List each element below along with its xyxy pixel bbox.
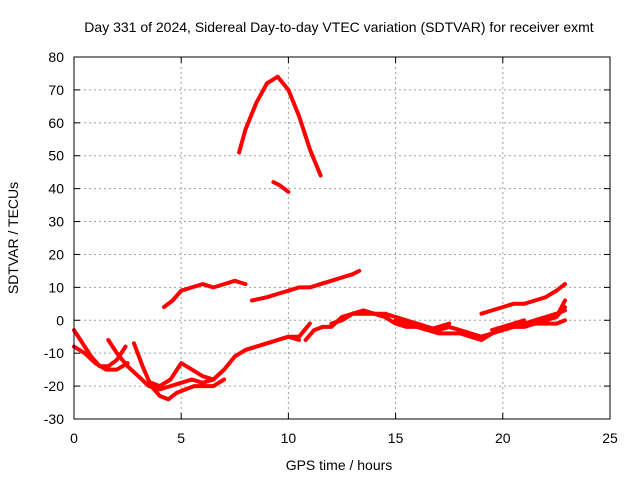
x-axis-title: GPS time / hours xyxy=(286,457,393,473)
series-arc-h xyxy=(106,338,216,392)
series-arc-a xyxy=(237,74,323,178)
y-tick-label: 70 xyxy=(48,82,64,98)
series-arc-e xyxy=(479,282,567,316)
y-tick-label: 80 xyxy=(48,49,64,65)
x-tick-label: 25 xyxy=(602,430,618,446)
y-tick-label: 30 xyxy=(48,214,64,230)
series-arc-d xyxy=(250,268,362,303)
y-tick-label: 60 xyxy=(48,115,64,131)
y-tick-label: 50 xyxy=(48,148,64,164)
data-series xyxy=(72,74,567,402)
y-tick-label: 10 xyxy=(48,279,64,295)
y-tick-label: 0 xyxy=(56,312,64,328)
x-tick-label: 15 xyxy=(388,430,404,446)
series-arc-j xyxy=(149,361,216,389)
x-tick-label: 0 xyxy=(70,430,78,446)
y-tick-label: -30 xyxy=(44,411,64,427)
axis-ticks xyxy=(73,56,611,420)
x-tick-label: 10 xyxy=(281,430,297,446)
chart-title: Day 331 of 2024, Sidereal Day-to-day VTE… xyxy=(84,19,593,35)
series-arc-l xyxy=(243,321,312,352)
y-tick-label: -20 xyxy=(44,378,64,394)
series-arc-b xyxy=(271,180,291,194)
series-arc-c xyxy=(162,278,248,310)
y-tick-label: 40 xyxy=(48,181,64,197)
series-arc-p xyxy=(415,321,505,339)
y-tick-label: 20 xyxy=(48,246,64,262)
series-arc-i xyxy=(132,341,227,402)
plot-frame xyxy=(73,56,611,420)
y-axis-title: SDTVAR / TECUs xyxy=(5,182,21,294)
y-tick-label: -10 xyxy=(44,345,64,361)
grid xyxy=(74,57,610,419)
x-tick-label: 5 xyxy=(177,430,185,446)
series-arc-k xyxy=(211,334,302,382)
x-tick-label: 20 xyxy=(495,430,511,446)
series-arc-g xyxy=(72,328,128,369)
tick-labels: -30 -20 -10 0 10 20 30 40 50 60 70 80 0 5 10 15 20 25 xyxy=(44,49,618,446)
series-arc-t xyxy=(533,308,567,323)
